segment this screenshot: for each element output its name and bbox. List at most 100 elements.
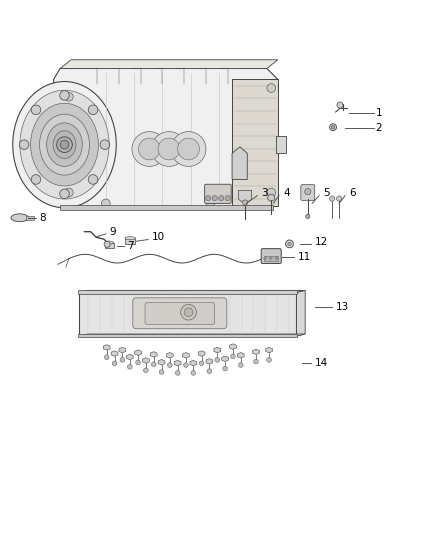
Circle shape (219, 196, 224, 201)
FancyBboxPatch shape (133, 298, 227, 329)
Bar (125, 238, 135, 244)
Text: 14: 14 (315, 358, 328, 368)
Circle shape (336, 196, 342, 201)
Circle shape (306, 214, 310, 219)
Circle shape (112, 361, 117, 366)
Circle shape (152, 362, 156, 367)
Polygon shape (253, 349, 259, 354)
Circle shape (223, 366, 227, 371)
Polygon shape (297, 290, 305, 336)
Circle shape (191, 370, 196, 375)
Polygon shape (60, 60, 278, 68)
Circle shape (60, 91, 69, 100)
Circle shape (102, 199, 110, 208)
Circle shape (288, 242, 291, 246)
Circle shape (19, 140, 29, 149)
Circle shape (205, 196, 211, 201)
Ellipse shape (13, 82, 116, 208)
Ellipse shape (31, 103, 99, 186)
Text: 12: 12 (315, 237, 328, 247)
Polygon shape (103, 345, 110, 350)
Circle shape (329, 196, 335, 201)
Bar (60, 205, 273, 210)
Circle shape (238, 363, 243, 367)
Ellipse shape (11, 214, 28, 222)
Circle shape (184, 308, 193, 317)
Text: 13: 13 (336, 302, 349, 312)
Circle shape (267, 84, 276, 92)
Polygon shape (79, 293, 297, 336)
Circle shape (230, 354, 235, 359)
Circle shape (60, 140, 69, 149)
Text: 5: 5 (323, 188, 330, 198)
Circle shape (337, 102, 343, 108)
FancyBboxPatch shape (301, 184, 315, 200)
Circle shape (181, 304, 196, 320)
Circle shape (88, 105, 98, 115)
Circle shape (120, 358, 125, 362)
Circle shape (268, 194, 275, 201)
Polygon shape (158, 359, 165, 365)
Circle shape (159, 370, 164, 374)
Text: 8: 8 (40, 213, 46, 223)
Text: 7: 7 (127, 240, 134, 251)
Circle shape (199, 361, 204, 366)
Circle shape (331, 125, 335, 129)
Polygon shape (237, 352, 244, 358)
Polygon shape (239, 190, 252, 201)
Text: 9: 9 (110, 227, 116, 237)
Circle shape (267, 188, 276, 197)
Polygon shape (232, 79, 278, 206)
Circle shape (127, 365, 132, 369)
Polygon shape (183, 352, 189, 358)
Bar (78, 290, 297, 294)
Circle shape (267, 358, 272, 362)
Polygon shape (230, 344, 237, 349)
Polygon shape (53, 68, 278, 208)
Circle shape (132, 132, 167, 166)
Circle shape (275, 257, 278, 260)
Ellipse shape (20, 90, 109, 199)
Circle shape (136, 360, 141, 365)
Circle shape (305, 189, 311, 195)
Text: 4: 4 (283, 188, 290, 198)
Circle shape (31, 105, 41, 115)
FancyBboxPatch shape (205, 184, 231, 204)
Text: 2: 2 (376, 123, 382, 133)
Circle shape (264, 257, 266, 260)
Bar (264, 256, 278, 261)
Ellipse shape (59, 138, 70, 151)
Circle shape (175, 370, 180, 375)
Polygon shape (166, 352, 173, 358)
Circle shape (207, 369, 212, 374)
Polygon shape (222, 356, 229, 361)
Ellipse shape (105, 241, 114, 244)
Circle shape (88, 175, 98, 184)
Polygon shape (174, 360, 181, 366)
Polygon shape (142, 358, 149, 364)
Circle shape (269, 257, 272, 260)
Circle shape (138, 138, 160, 160)
Ellipse shape (47, 123, 82, 166)
Circle shape (152, 132, 186, 166)
Text: 3: 3 (261, 188, 268, 198)
Circle shape (64, 188, 73, 197)
Circle shape (100, 140, 110, 149)
Ellipse shape (39, 114, 89, 175)
Bar (26, 215, 34, 220)
Circle shape (57, 137, 72, 152)
Polygon shape (134, 350, 141, 356)
Text: 10: 10 (152, 232, 165, 243)
Circle shape (64, 92, 73, 101)
Circle shape (31, 175, 41, 184)
Circle shape (225, 196, 230, 201)
Bar (78, 334, 297, 337)
Bar (276, 136, 286, 154)
Circle shape (60, 189, 69, 199)
Circle shape (144, 368, 148, 373)
Polygon shape (119, 348, 126, 353)
Polygon shape (190, 360, 197, 366)
Circle shape (158, 138, 180, 160)
Bar (105, 243, 114, 248)
Polygon shape (79, 290, 305, 293)
